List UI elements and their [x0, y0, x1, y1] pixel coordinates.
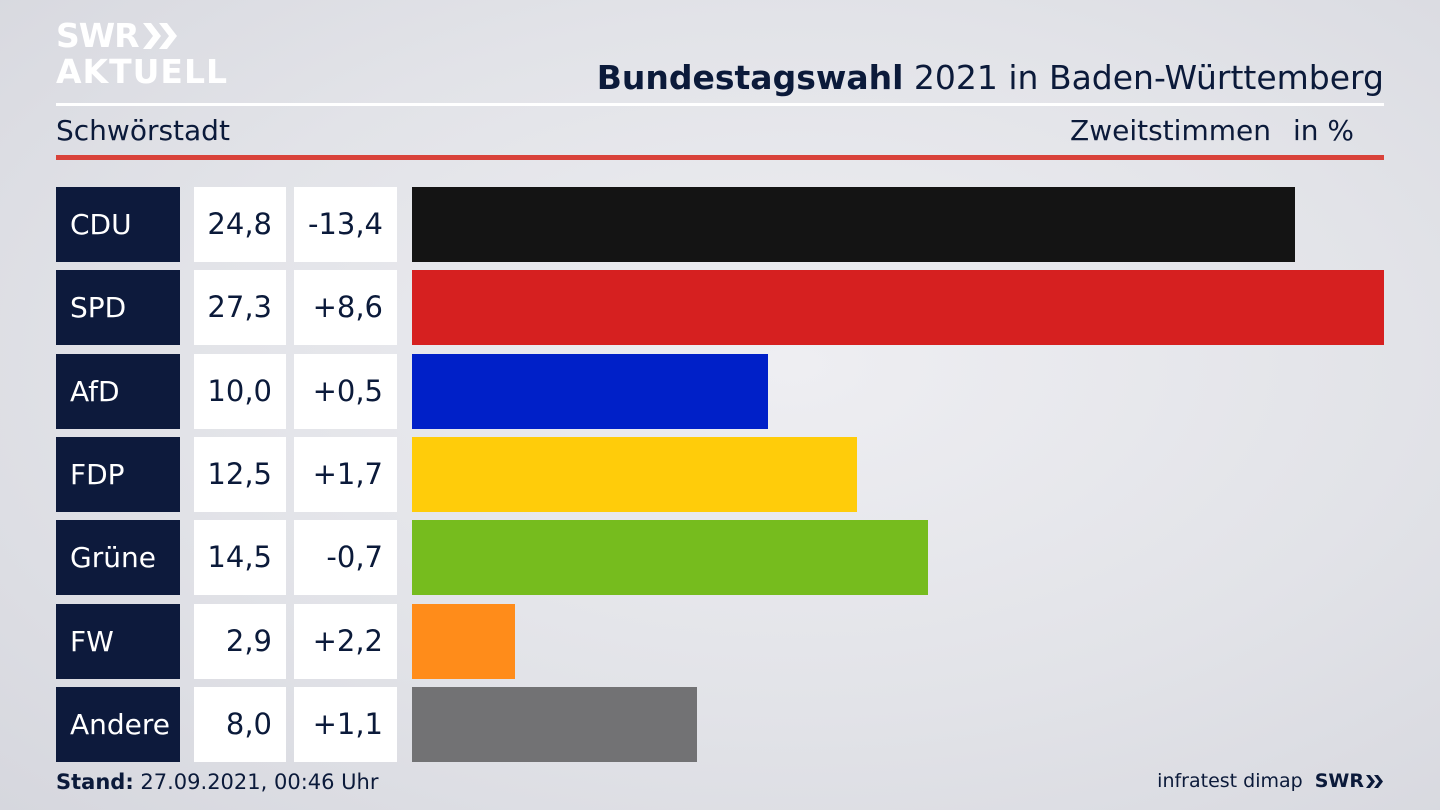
bar: [412, 687, 697, 762]
bar: [412, 187, 1295, 262]
bar: [412, 520, 928, 595]
party-label: FDP: [56, 437, 180, 512]
swr-aktuell-logo: SWR AKTUELL: [56, 18, 228, 90]
header-divider: [56, 103, 1384, 106]
municipality-name: Schwörstadt: [56, 114, 230, 147]
stand-label: Stand:: [56, 770, 134, 794]
metric-label: Zweitstimmen in %: [1070, 114, 1354, 147]
accent-divider: [56, 155, 1384, 160]
double-chevron-icon: [142, 23, 177, 49]
title-rest: 2021 in Baden-Württemberg: [903, 58, 1384, 97]
bar: [412, 604, 515, 679]
party-label: CDU: [56, 187, 180, 262]
party-label: Andere: [56, 687, 180, 762]
footer-credits: infratest dimap SWR: [1157, 770, 1384, 792]
diff-label: +8,6: [294, 270, 397, 345]
diff-label: -13,4: [294, 187, 397, 262]
logo-aktuell-text: AKTUELL: [56, 52, 229, 91]
diff-label: +2,2: [294, 604, 397, 679]
value-label: 10,0: [194, 354, 286, 429]
diff-label: +0,5: [294, 354, 397, 429]
bar: [412, 354, 768, 429]
value-label: 24,8: [194, 187, 286, 262]
value-label: 14,5: [194, 520, 286, 595]
footer-swr-logo: SWR: [1315, 770, 1384, 792]
stand-value: 27.09.2021, 00:46 Uhr: [133, 770, 379, 794]
party-label: SPD: [56, 270, 180, 345]
source-label: infratest dimap: [1157, 770, 1303, 792]
logo-swr-text: SWR: [56, 16, 140, 55]
double-chevron-icon: [1366, 774, 1383, 788]
bar: [412, 437, 857, 512]
party-label: Grüne: [56, 520, 180, 595]
value-label: 12,5: [194, 437, 286, 512]
bar: [412, 270, 1384, 345]
footer-swr-text: SWR: [1314, 770, 1364, 792]
metric-name: Zweitstimmen: [1070, 114, 1271, 147]
party-label: FW: [56, 604, 180, 679]
party-label: AfD: [56, 354, 180, 429]
value-label: 8,0: [194, 687, 286, 762]
title-bold: Bundestagswahl: [596, 58, 904, 97]
timestamp: Stand: 27.09.2021, 00:46 Uhr: [56, 770, 379, 794]
diff-label: +1,1: [294, 687, 397, 762]
value-label: 27,3: [194, 270, 286, 345]
chart-title: Bundestagswahl 2021 in Baden-Württemberg: [597, 58, 1384, 97]
unit-label: in %: [1292, 114, 1354, 147]
value-label: 2,9: [194, 604, 286, 679]
diff-label: +1,7: [294, 437, 397, 512]
diff-label: -0,7: [294, 520, 397, 595]
